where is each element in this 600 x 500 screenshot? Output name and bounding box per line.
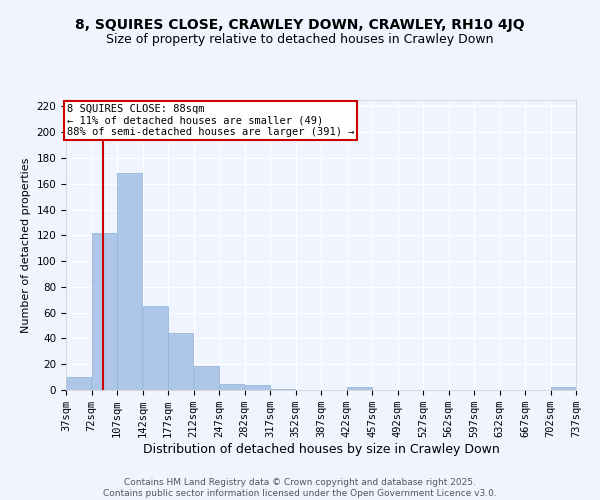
Text: 8, SQUIRES CLOSE, CRAWLEY DOWN, CRAWLEY, RH10 4JQ: 8, SQUIRES CLOSE, CRAWLEY DOWN, CRAWLEY,… (75, 18, 525, 32)
Bar (551, 388, 576, 390)
Bar (347, 388, 372, 390)
Bar (219, 384, 244, 390)
Text: 8 SQUIRES CLOSE: 88sqm
← 11% of detached houses are smaller (49)
88% of semi-det: 8 SQUIRES CLOSE: 88sqm ← 11% of detached… (67, 104, 354, 137)
Text: Contains HM Land Registry data © Crown copyright and database right 2025.
Contai: Contains HM Land Registry data © Crown c… (103, 478, 497, 498)
Text: Size of property relative to detached houses in Crawley Down: Size of property relative to detached ho… (106, 32, 494, 46)
Bar (66, 377, 91, 390)
Bar (245, 385, 270, 390)
X-axis label: Distribution of detached houses by size in Crawley Down: Distribution of detached houses by size … (143, 443, 499, 456)
Bar (117, 174, 142, 390)
Bar (270, 388, 295, 390)
Bar (194, 366, 219, 390)
Bar (92, 233, 117, 390)
Bar (143, 306, 168, 390)
Bar (168, 334, 193, 390)
Y-axis label: Number of detached properties: Number of detached properties (21, 158, 31, 332)
